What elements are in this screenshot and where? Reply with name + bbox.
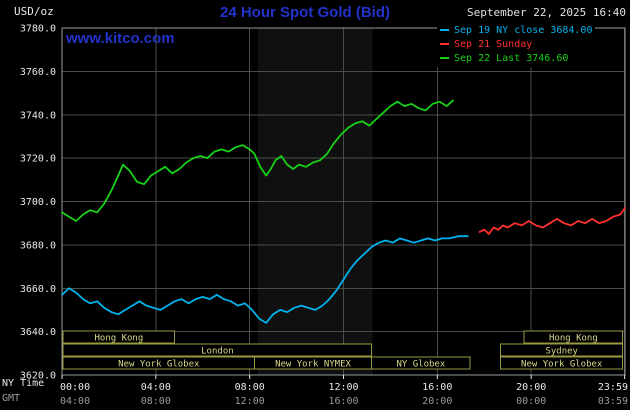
x-axis-labels: 00:00 04:00 04:00 08:00 08:00 12:00 12:00 16:00…: [60, 375, 628, 407]
series-sep-22-last: [61, 99, 455, 222]
svg-text:3760.0: 3760.0: [20, 67, 56, 78]
session-label: Hong Kong: [95, 334, 144, 344]
series-sep-21-sunday: [478, 207, 626, 235]
price-series: [61, 99, 626, 324]
x-axis-gmt-label: GMT: [2, 393, 21, 404]
svg-text:03:59: 03:59: [598, 396, 628, 407]
session-label: NY Globex: [397, 360, 446, 370]
y-axis-labels: 3620.0 3640.0 3660.0 3680.0 3700.0 3720.0 3740…: [20, 24, 56, 382]
session-box: [62, 343, 373, 357]
svg-text:3660.0: 3660.0: [20, 284, 56, 295]
x-axis-ny-label: NY Time: [2, 378, 45, 389]
session-label: Hong Kong: [549, 334, 598, 344]
session-box: [371, 356, 471, 370]
legend-item-sep21: Sep 21 Sunday: [440, 38, 592, 52]
svg-text:04:00: 04:00: [141, 382, 171, 393]
svg-text:08:00: 08:00: [235, 382, 265, 393]
legend-label: Sep 21 Sunday: [454, 39, 533, 50]
session-label: New York Globex: [521, 360, 603, 370]
svg-text:3720.0: 3720.0: [20, 154, 56, 165]
session-box: [500, 343, 624, 357]
svg-text:20:00: 20:00: [422, 396, 452, 407]
legend-dash-icon: [440, 43, 449, 45]
y-axis-unit-label: USD/oz: [14, 5, 54, 18]
chart-title: 24 Hour Spot Gold (Bid): [220, 4, 390, 21]
svg-text:3700.0: 3700.0: [20, 197, 56, 208]
svg-text:04:00: 04:00: [60, 396, 90, 407]
svg-text:00:00: 00:00: [60, 382, 90, 393]
svg-text:16:00: 16:00: [328, 396, 358, 407]
session-label: Sydney: [545, 347, 578, 357]
svg-text:20:00: 20:00: [516, 382, 546, 393]
kitco-watermark-link[interactable]: www.kitco.com: [66, 30, 175, 47]
legend-dash-icon: [440, 57, 449, 59]
session-label: London: [201, 347, 234, 357]
svg-text:16:00: 16:00: [422, 382, 452, 393]
session-box: [500, 356, 624, 370]
chart-datetime: September 22, 2025 16:40: [467, 6, 626, 19]
session-label: New York NYMEX: [275, 360, 351, 370]
svg-text:3780.0: 3780.0: [20, 24, 56, 35]
svg-text:12:00: 12:00: [328, 382, 358, 393]
legend: Sep 19 NY close 3684.00 Sep 21 Sunday Se…: [437, 23, 596, 67]
svg-text:00:00: 00:00: [516, 396, 546, 407]
svg-text:3680.0: 3680.0: [20, 240, 56, 251]
svg-text:3640.0: 3640.0: [20, 327, 56, 338]
legend-label: Sep 19 NY close 3684.00: [454, 25, 593, 36]
svg-text:3740.0: 3740.0: [20, 110, 56, 121]
series-sep-19-ny-close: [61, 235, 469, 324]
legend-label: Sep 22 Last 3746.60: [454, 53, 569, 64]
svg-text:3620.0: 3620.0: [20, 371, 56, 382]
session-box: [62, 330, 176, 344]
grid-lines: [61, 27, 626, 376]
svg-text:08:00: 08:00: [141, 396, 171, 407]
legend-dash-icon: [440, 29, 449, 31]
session-label: New York Globex: [118, 360, 200, 370]
session-bars: Hong Kong Hong Kong London Sydney New York G…: [62, 330, 624, 370]
session-box: [523, 330, 624, 344]
legend-item-sep19: Sep 19 NY close 3684.00: [440, 24, 592, 38]
svg-text:12:00: 12:00: [235, 396, 265, 407]
legend-item-sep22: Sep 22 Last 3746.60: [440, 52, 592, 66]
svg-text:23:59: 23:59: [598, 382, 628, 393]
